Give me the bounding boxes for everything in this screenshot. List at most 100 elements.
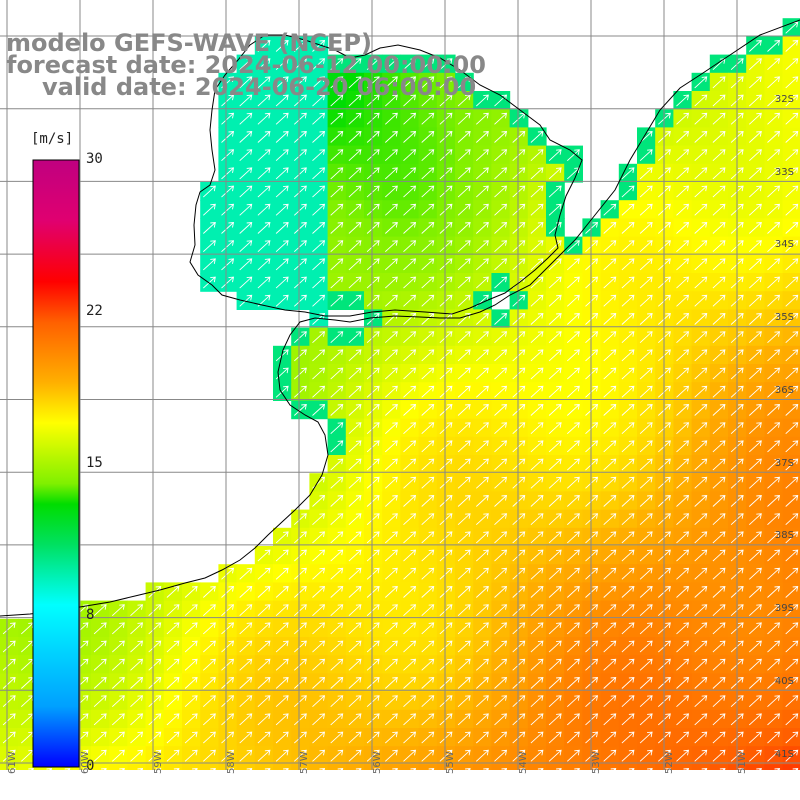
wind-arrow xyxy=(785,440,799,453)
wind-arrow xyxy=(548,203,562,216)
wind-arrow xyxy=(621,203,635,216)
colorbar-tick-8: 8 xyxy=(86,607,95,623)
wind-arrow xyxy=(712,221,726,234)
wind-arrow xyxy=(421,604,435,617)
wind-arrow xyxy=(202,676,216,689)
wind-arrow xyxy=(548,749,562,762)
wind-arrow xyxy=(130,713,144,726)
wind-arrow xyxy=(384,658,398,671)
wind-arrow xyxy=(257,549,271,562)
wind-arrow xyxy=(639,403,653,416)
wind-arrow xyxy=(512,531,526,544)
wind-arrow xyxy=(312,39,326,52)
wind-arrow xyxy=(767,422,781,435)
wind-arrow xyxy=(475,458,489,471)
wind-arrow xyxy=(421,749,435,762)
wind-arrow xyxy=(439,676,453,689)
wind-arrow xyxy=(403,731,417,744)
wind-arrow xyxy=(494,567,508,580)
wind-arrow xyxy=(494,94,508,107)
wind-arrow xyxy=(202,749,216,762)
wind-arrow xyxy=(403,203,417,216)
wind-arrow xyxy=(403,476,417,489)
wind-arrow xyxy=(548,494,562,507)
wind-arrow xyxy=(676,149,690,162)
wind-arrow xyxy=(421,695,435,708)
wind-arrow xyxy=(202,695,216,708)
wind-arrow xyxy=(330,58,344,71)
lat-label-39s: 39S xyxy=(774,603,794,614)
wind-arrow xyxy=(639,294,653,307)
wind-arrow xyxy=(184,749,198,762)
wind-arrow xyxy=(494,658,508,671)
wind-arrow xyxy=(221,76,235,89)
wind-arrow xyxy=(257,39,271,52)
wind-arrow xyxy=(621,658,635,671)
wind-arrow xyxy=(421,203,435,216)
wind-arrow xyxy=(275,549,289,562)
wind-arrow xyxy=(439,713,453,726)
wind-arrow xyxy=(767,185,781,198)
wind-arrow xyxy=(275,258,289,271)
wind-arrow xyxy=(694,622,708,635)
wind-arrow xyxy=(202,713,216,726)
wind-arrow xyxy=(621,258,635,271)
wind-arrow xyxy=(330,331,344,344)
wind-arrow xyxy=(785,422,799,435)
wind-arrow xyxy=(239,731,253,744)
wind-arrow xyxy=(457,367,471,380)
wind-arrow xyxy=(257,622,271,635)
wind-arrow xyxy=(494,385,508,398)
wind-arrow xyxy=(166,676,180,689)
bottom-margin xyxy=(0,770,800,800)
wind-arrow xyxy=(694,604,708,617)
wind-arrow xyxy=(475,367,489,380)
wind-arrow xyxy=(530,331,544,344)
wind-arrow xyxy=(639,312,653,325)
wind-arrow xyxy=(767,312,781,325)
wind-arrow xyxy=(639,676,653,689)
wind-arrow xyxy=(184,585,198,598)
wind-arrow xyxy=(621,458,635,471)
wind-arrow xyxy=(348,185,362,198)
wind-arrow xyxy=(566,513,580,526)
wind-arrow xyxy=(384,731,398,744)
wind-arrow xyxy=(330,149,344,162)
wind-arrow xyxy=(475,276,489,289)
wind-arrow xyxy=(384,294,398,307)
wind-arrow xyxy=(712,731,726,744)
wind-arrow xyxy=(767,39,781,52)
lat-label-32s: 32S xyxy=(774,94,794,105)
wind-arrow xyxy=(566,585,580,598)
wind-arrow xyxy=(748,494,762,507)
wind-arrow xyxy=(348,76,362,89)
wind-arrow xyxy=(330,385,344,398)
wind-arrow xyxy=(275,622,289,635)
wind-arrow xyxy=(439,94,453,107)
wind-arrow xyxy=(621,403,635,416)
wind-arrow xyxy=(457,676,471,689)
wind-arrow xyxy=(748,240,762,253)
wind-arrow xyxy=(457,494,471,507)
wind-arrow xyxy=(530,513,544,526)
wind-arrow xyxy=(475,130,489,143)
wind-arrow xyxy=(312,94,326,107)
wind-arrow xyxy=(439,731,453,744)
wind-arrow xyxy=(221,94,235,107)
wind-arrow xyxy=(621,731,635,744)
wind-arrow xyxy=(712,531,726,544)
wind-arrow xyxy=(694,167,708,180)
wind-arrow xyxy=(184,695,198,708)
wind-arrow xyxy=(785,185,799,198)
wind-arrow xyxy=(221,585,235,598)
wind-arrow xyxy=(312,604,326,617)
wind-arrow xyxy=(330,622,344,635)
wind-arrow xyxy=(366,240,380,253)
wind-arrow xyxy=(421,731,435,744)
wind-arrow xyxy=(475,658,489,671)
wind-arrow xyxy=(494,221,508,234)
wind-arrow xyxy=(421,513,435,526)
wind-arrow xyxy=(421,312,435,325)
wind-arrow xyxy=(785,312,799,325)
wind-arrow xyxy=(439,622,453,635)
